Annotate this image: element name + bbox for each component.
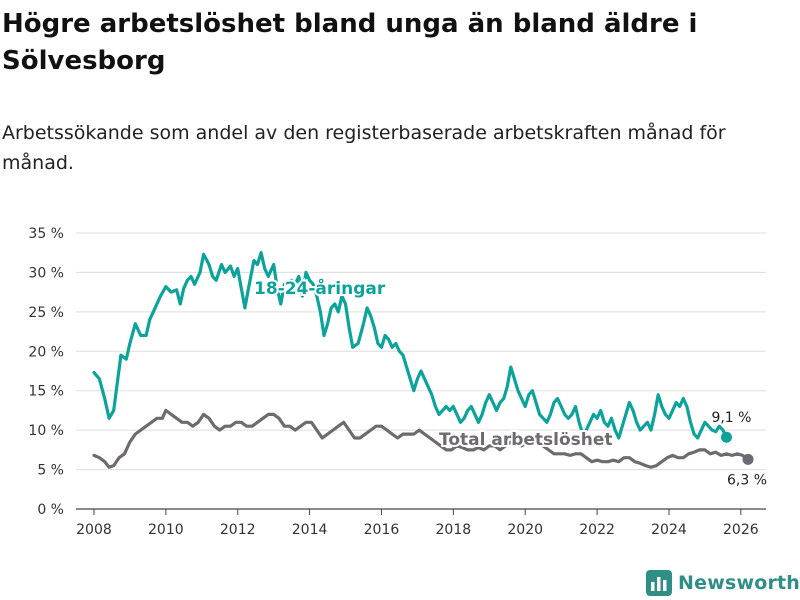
total-series-label: Total arbetslöshet [439,430,613,450]
y-tick-label: 30 % [28,265,64,281]
x-tick-label: 2024 [651,522,687,538]
y-tick-label: 15 % [28,384,64,400]
x-tick-label: 2008 [76,522,112,538]
bar-chart-logo-icon [646,570,672,596]
youth-series-label: 18-24-åringar [254,277,386,299]
x-tick-label: 2014 [292,522,328,538]
x-tick-label: 2018 [436,522,472,538]
total-end-value-label: 6,3 % [727,472,767,488]
youth-end-value-label: 9,1 % [711,410,751,426]
x-tick-label: 2026 [723,522,759,538]
x-tick-label: 2022 [579,522,615,538]
brand-name: Newsworthy [678,572,800,594]
y-tick-label: 0 % [37,502,64,518]
youth-series-line [92,251,729,440]
chart-subtitle: Arbetssökande som andel av den registerb… [2,122,726,174]
y-tick-label: 20 % [28,344,64,360]
youth-end-point [720,431,732,443]
brand-logo: Newsworthy [646,568,800,598]
y-tick-label: 5 % [37,463,64,479]
y-tick-label: 10 % [28,423,64,439]
chart-title: Högre arbetslöshet bland unga än bland ä… [2,9,698,76]
x-tick-label: 2016 [364,522,400,538]
x-tick-label: 2012 [220,522,256,538]
total-series-line [92,408,750,469]
y-tick-label: 25 % [28,305,64,321]
y-tick-label: 35 % [28,226,64,242]
total-end-point [742,453,754,465]
x-tick-label: 2020 [507,522,543,538]
x-tick-label: 2010 [148,522,184,538]
